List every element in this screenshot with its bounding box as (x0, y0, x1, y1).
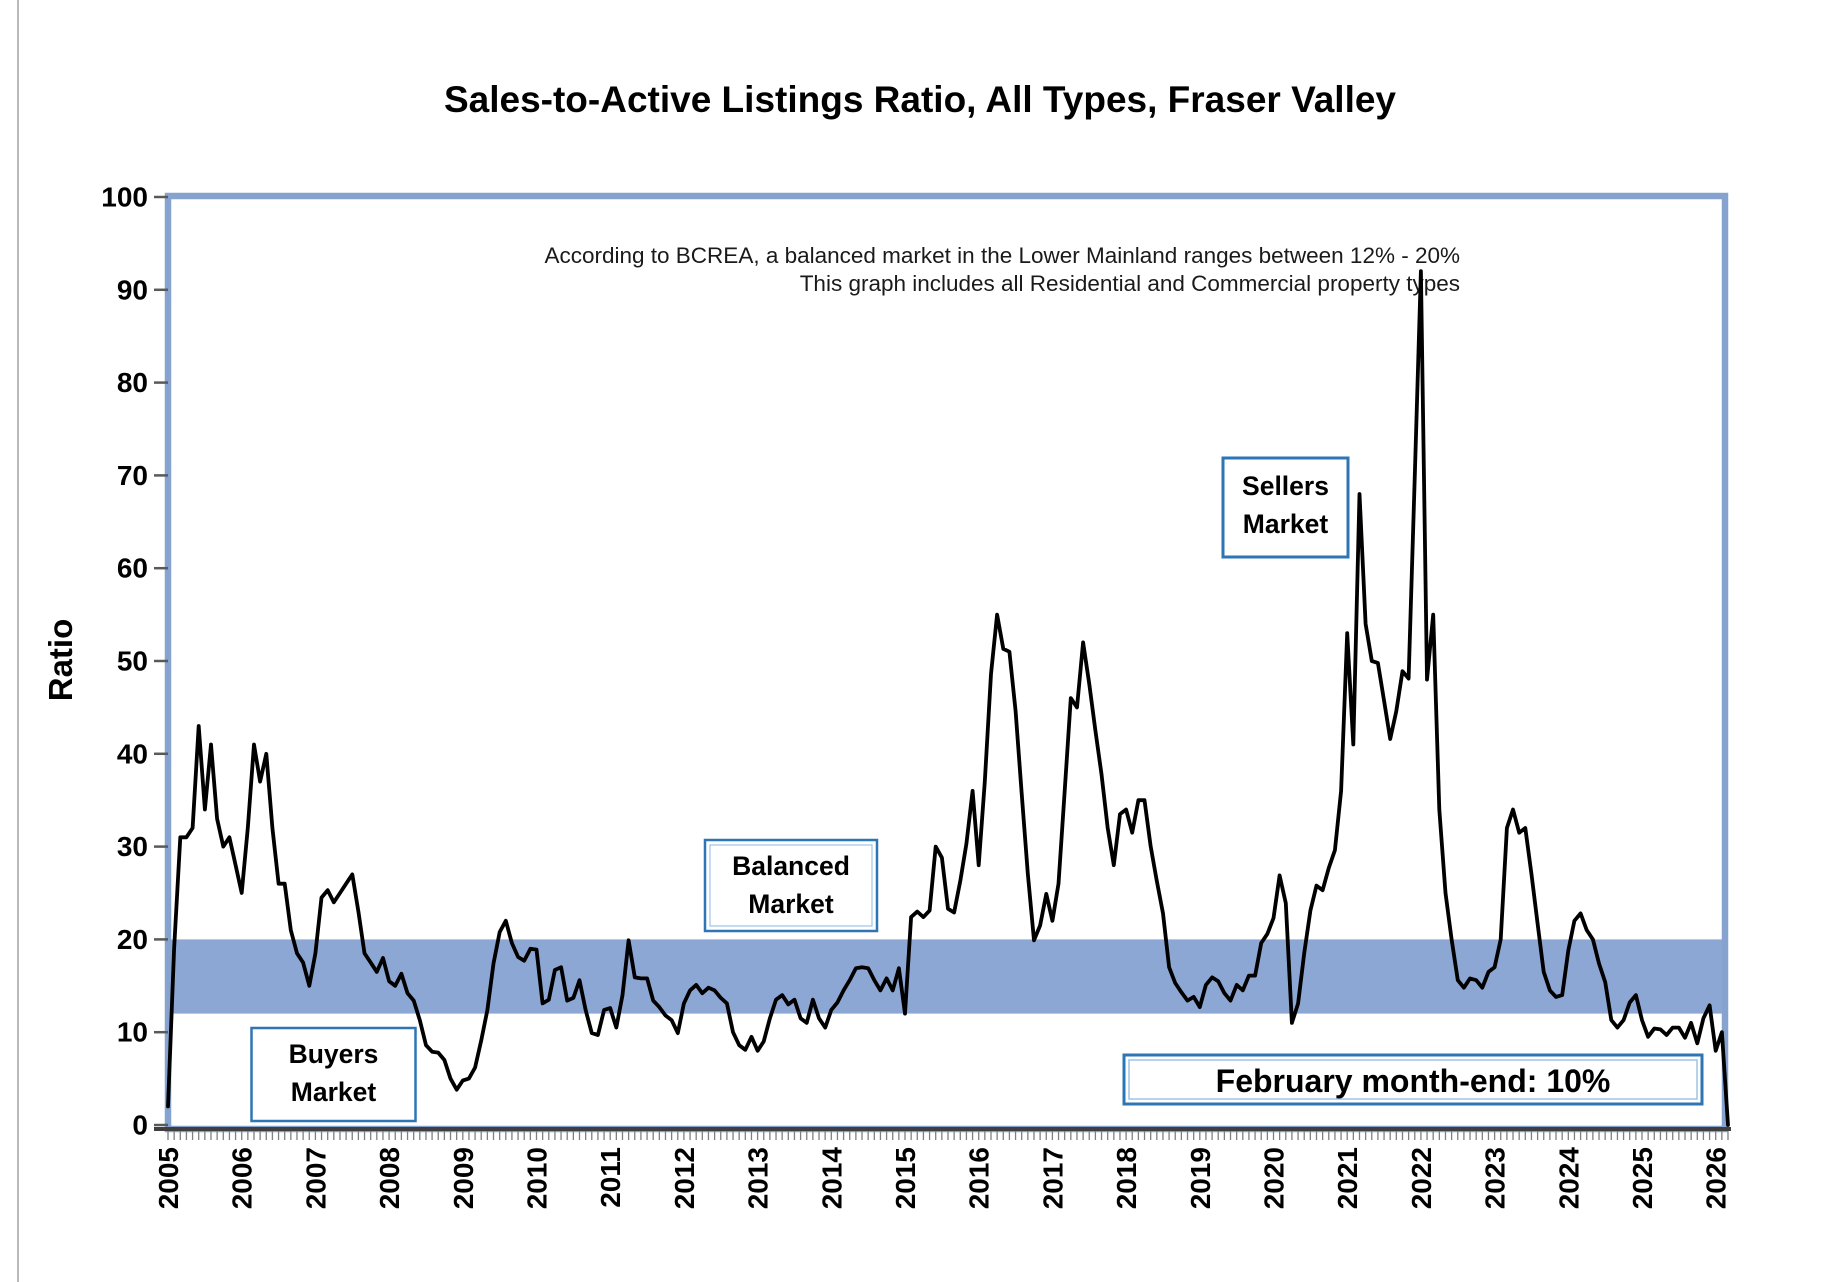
svg-text:2018: 2018 (1111, 1147, 1142, 1209)
svg-text:10: 10 (117, 1017, 148, 1048)
sellers-market-line1: Sellers (1242, 471, 1329, 501)
sellers-market-line2: Market (1243, 509, 1329, 539)
annotation-line-2: This graph includes all Residential and … (800, 271, 1460, 296)
svg-text:2007: 2007 (300, 1147, 331, 1209)
y-axis-title: Ratio (42, 619, 79, 702)
svg-text:2005: 2005 (153, 1147, 184, 1209)
svg-text:2011: 2011 (595, 1147, 626, 1208)
chart-title: Sales-to-Active Listings Ratio, All Type… (444, 79, 1396, 120)
sellers-market-label-box: Sellers Market (1221, 456, 1350, 559)
svg-text:2019: 2019 (1185, 1147, 1216, 1209)
svg-text:2015: 2015 (890, 1147, 921, 1209)
y-axis-ticks: 0 10 20 30 40 50 60 70 80 90 100 (101, 182, 168, 1141)
page-edge-rule (17, 0, 19, 1282)
svg-text:2013: 2013 (743, 1147, 774, 1209)
svg-text:2026: 2026 (1701, 1147, 1732, 1209)
ratio-series-line (166, 269, 1730, 1127)
annotation-line-1: According to BCREA, a balanced market in… (544, 243, 1460, 268)
svg-text:2008: 2008 (374, 1147, 405, 1209)
svg-text:2016: 2016 (964, 1147, 995, 1209)
svg-text:60: 60 (117, 553, 148, 584)
month-end-callout-box: February month-end: 10% (1122, 1053, 1704, 1106)
balanced-market-line2: Market (748, 889, 834, 919)
buyers-market-label-box: Buyers Market (250, 1026, 417, 1123)
svg-text:70: 70 (117, 460, 148, 491)
svg-text:2010: 2010 (522, 1147, 553, 1209)
svg-text:2022: 2022 (1406, 1147, 1437, 1209)
x-axis-year-labels: 2005 2006 2007 2008 2009 2010 2011 2012 2013 2014… (153, 1147, 1732, 1210)
balanced-market-line1: Balanced (732, 851, 850, 881)
svg-text:2023: 2023 (1480, 1147, 1511, 1209)
svg-text:20: 20 (117, 924, 148, 955)
svg-text:50: 50 (117, 646, 148, 677)
svg-text:2012: 2012 (669, 1147, 700, 1209)
svg-text:2006: 2006 (227, 1147, 258, 1209)
buyers-market-line1: Buyers (289, 1039, 379, 1069)
svg-text:2017: 2017 (1037, 1147, 1068, 1209)
svg-text:2025: 2025 (1627, 1147, 1658, 1209)
svg-text:2020: 2020 (1259, 1147, 1290, 1209)
month-end-callout-text: February month-end: 10% (1216, 1063, 1611, 1099)
svg-text:40: 40 (117, 738, 148, 769)
svg-text:2014: 2014 (816, 1147, 847, 1210)
balanced-band (170, 939, 1726, 1014)
svg-text:2024: 2024 (1553, 1147, 1584, 1210)
svg-text:2021: 2021 (1332, 1147, 1363, 1209)
svg-text:0: 0 (132, 1110, 148, 1141)
buyers-market-line2: Market (291, 1077, 377, 1107)
svg-text:2009: 2009 (448, 1147, 479, 1209)
svg-text:90: 90 (117, 274, 148, 305)
balanced-market-label-box: Balanced Market (703, 838, 879, 933)
svg-text:80: 80 (117, 367, 148, 398)
x-axis-month-ticks (167, 1131, 1729, 1140)
svg-text:100: 100 (101, 182, 148, 213)
svg-text:30: 30 (117, 831, 148, 862)
